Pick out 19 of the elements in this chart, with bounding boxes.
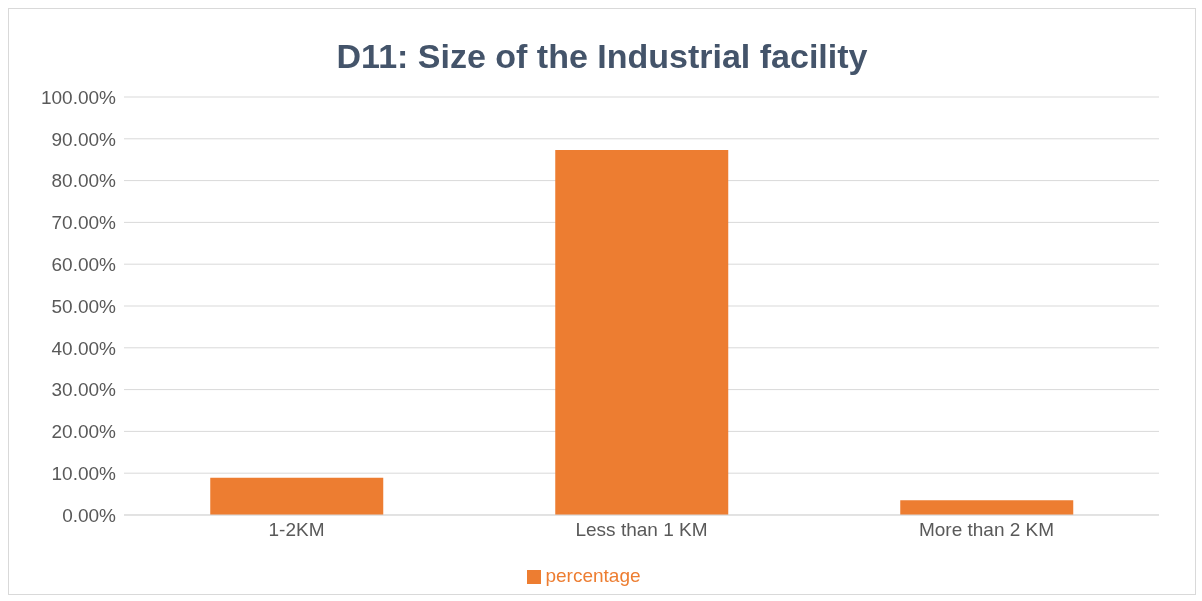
y-tick-label: 40.00% bbox=[51, 337, 117, 359]
bar bbox=[555, 150, 729, 515]
y-tick-label: 50.00% bbox=[51, 295, 117, 317]
y-tick-label: 90.00% bbox=[51, 128, 117, 150]
chart-title: D11: Size of the Industrial facility bbox=[335, 37, 869, 77]
y-tick-label: 100.00% bbox=[40, 86, 117, 108]
y-tick-label: 70.00% bbox=[51, 212, 117, 234]
y-tick-label: 60.00% bbox=[51, 253, 117, 275]
y-tick-label: 0.00% bbox=[62, 504, 117, 526]
y-tick-label: 30.00% bbox=[51, 379, 117, 401]
y-tick-label: 20.00% bbox=[51, 421, 117, 443]
bar bbox=[900, 500, 1074, 515]
x-tick-label: Less than 1 KM bbox=[575, 519, 708, 541]
bar bbox=[210, 477, 384, 515]
y-tick-label: 80.00% bbox=[51, 170, 117, 192]
x-tick-label: 1-2KM bbox=[268, 519, 325, 541]
x-tick-label: More than 2 KM bbox=[918, 519, 1055, 541]
legend-label: percentage bbox=[545, 565, 641, 586]
y-tick-label: 10.00% bbox=[51, 462, 117, 484]
